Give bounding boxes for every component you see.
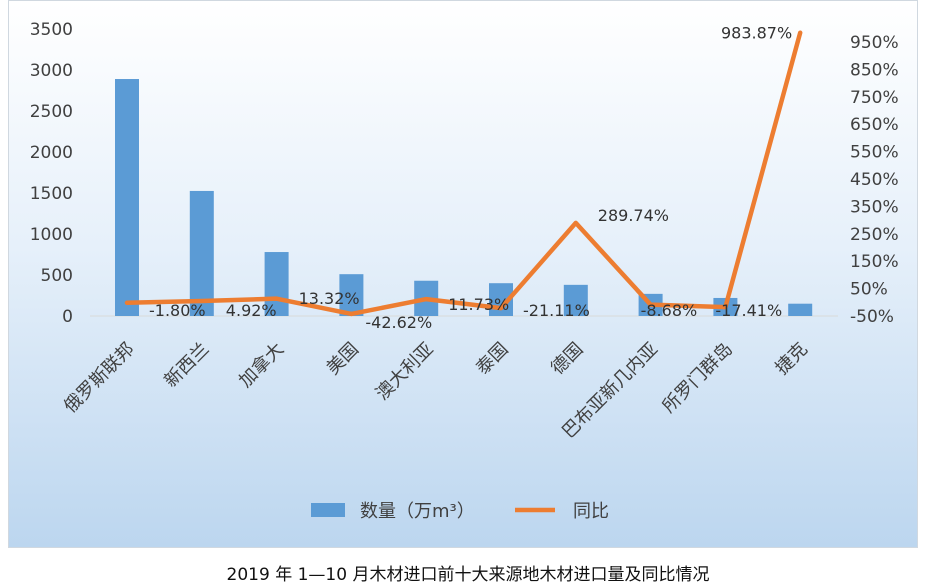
left-axis-tick: 1000 bbox=[30, 225, 73, 245]
right-axis-tick: 750% bbox=[850, 88, 899, 108]
left-axis-tick: 3500 bbox=[30, 20, 73, 40]
category-label: 加拿大 bbox=[234, 338, 288, 392]
category-label: 捷克 bbox=[771, 339, 811, 379]
bar bbox=[115, 79, 139, 317]
left-axis-tick: 1500 bbox=[30, 184, 73, 204]
data-label: 11.73% bbox=[448, 295, 509, 314]
right-axis-tick: 250% bbox=[850, 225, 899, 245]
right-axis-tick: -50% bbox=[850, 307, 894, 327]
category-label: 俄罗斯联邦 bbox=[60, 339, 138, 417]
bar bbox=[339, 274, 364, 316]
data-label: 983.87% bbox=[721, 24, 792, 43]
bar bbox=[788, 303, 813, 316]
right-axis-tick: 950% bbox=[850, 33, 899, 53]
data-label: -17.41% bbox=[715, 301, 782, 320]
right-axis-tick: 850% bbox=[850, 60, 899, 80]
left-axis-tick: 0 bbox=[62, 307, 73, 327]
left-axis-tick: 2000 bbox=[30, 143, 73, 163]
category-label: 德国 bbox=[547, 339, 587, 379]
legend-label-quantity: 数量（万m³） bbox=[360, 501, 475, 522]
right-axis-tick: 350% bbox=[850, 197, 899, 217]
data-label: 13.32% bbox=[299, 289, 360, 308]
data-label: -21.11% bbox=[523, 301, 590, 320]
data-label: 4.92% bbox=[226, 301, 277, 320]
bar bbox=[189, 190, 214, 316]
chart-area bbox=[8, 0, 918, 548]
line-series bbox=[124, 30, 803, 317]
right-axis-tick: 650% bbox=[850, 115, 899, 135]
left-axis-tick: 2500 bbox=[30, 102, 73, 122]
category-label: 所罗门群岛 bbox=[658, 339, 736, 417]
category-label: 美国 bbox=[323, 339, 363, 379]
combo-chart: 0 500 1000 1500 2000 2500 3000 3500 -50% 50% 150% 2… bbox=[30, 20, 899, 522]
category-label: 泰国 bbox=[472, 339, 512, 379]
data-label: 289.74% bbox=[598, 206, 669, 225]
left-axis-tick: 3000 bbox=[30, 61, 73, 81]
legend-bar-swatch bbox=[311, 503, 345, 517]
category-label: 澳大利亚 bbox=[372, 339, 438, 405]
right-axis-tick: 450% bbox=[850, 170, 899, 190]
data-label: -8.68% bbox=[641, 301, 698, 320]
legend-label-yoy: 同比 bbox=[573, 501, 609, 522]
bar bbox=[264, 252, 289, 316]
bar bbox=[563, 284, 588, 316]
data-label: -42.62% bbox=[365, 313, 432, 332]
category-label: 新西兰 bbox=[160, 339, 213, 392]
right-axis-tick: 550% bbox=[850, 143, 899, 163]
chart-title: 2019 年 1—10 月木材进口前十大来源地木材进口量及同比情况 bbox=[226, 565, 710, 585]
data-label: -1.80% bbox=[149, 301, 206, 320]
right-axis-tick: 150% bbox=[850, 252, 899, 272]
right-axis-tick: 50% bbox=[850, 280, 888, 300]
left-axis-tick: 500 bbox=[41, 266, 73, 286]
